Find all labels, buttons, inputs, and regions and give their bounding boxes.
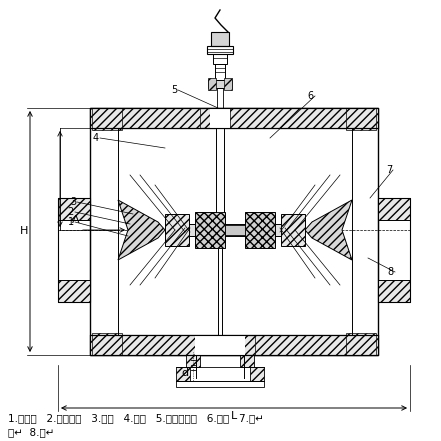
Text: 3: 3 <box>70 197 76 207</box>
Text: d: d <box>182 368 189 378</box>
Bar <box>90 335 378 355</box>
Bar <box>58 198 90 302</box>
Text: 承↵  8.轴↵: 承↵ 8.轴↵ <box>8 427 55 437</box>
Bar <box>215 64 225 80</box>
Bar <box>92 108 122 130</box>
Bar <box>90 335 195 355</box>
Bar <box>58 280 90 302</box>
Text: H: H <box>20 227 28 236</box>
Text: 1: 1 <box>68 217 74 227</box>
Bar <box>165 214 189 246</box>
Bar <box>211 32 229 46</box>
Bar <box>250 367 264 381</box>
Text: 2: 2 <box>68 207 74 217</box>
Bar <box>186 355 200 367</box>
Bar <box>90 108 200 128</box>
Bar <box>230 108 378 128</box>
Text: 8: 8 <box>388 267 394 277</box>
Bar <box>195 212 225 248</box>
Text: A: A <box>72 215 80 225</box>
Bar <box>176 367 190 381</box>
Bar <box>92 333 122 355</box>
Bar <box>240 355 254 367</box>
Bar <box>216 128 224 212</box>
Text: 5: 5 <box>171 85 177 95</box>
Bar <box>210 108 230 128</box>
Bar <box>195 335 245 355</box>
Bar <box>245 212 275 248</box>
Polygon shape <box>118 200 165 260</box>
Polygon shape <box>305 200 352 260</box>
Bar <box>281 214 305 246</box>
Bar <box>207 46 233 54</box>
Bar <box>346 108 376 130</box>
Bar <box>90 108 378 128</box>
Bar <box>378 198 410 220</box>
Bar <box>217 88 223 108</box>
Bar <box>378 198 410 302</box>
Text: 1.球轴承   2.前导向件   3.张圈   4.壳体   5.前置放大器   6.叶轮   7.轴↵: 1.球轴承 2.前导向件 3.张圈 4.壳体 5.前置放大器 6.叶轮 7.轴↵ <box>8 413 264 423</box>
Bar <box>346 333 376 355</box>
Bar <box>224 78 232 90</box>
Bar <box>58 198 90 220</box>
Bar <box>90 108 378 128</box>
Bar <box>176 381 264 387</box>
Text: 7: 7 <box>386 165 392 175</box>
Bar <box>208 78 216 90</box>
Bar <box>255 335 378 355</box>
Bar <box>90 108 378 355</box>
Bar <box>90 335 378 355</box>
Bar <box>218 248 222 335</box>
Bar <box>225 225 245 235</box>
Text: 4: 4 <box>93 133 99 143</box>
Bar <box>208 80 232 88</box>
Bar <box>213 54 227 64</box>
Bar <box>378 280 410 302</box>
Text: 6: 6 <box>308 91 314 101</box>
Bar <box>165 224 305 236</box>
Text: L: L <box>231 411 237 421</box>
